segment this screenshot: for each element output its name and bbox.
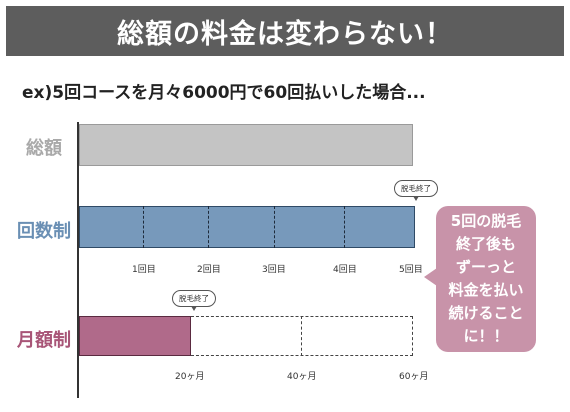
kaisu-divider-1 [143, 206, 144, 248]
getsu-tick-60: 60ヶ月 [399, 372, 429, 382]
kaisu-divider-4 [344, 206, 345, 248]
getsu-remaining-bar [191, 316, 413, 356]
kaisu-bar [79, 206, 415, 248]
callout-line-2: 終了後も [455, 235, 516, 253]
row-label-kaisu: 回数制 [17, 221, 71, 242]
callout-line-1: 5回の脱毛 [450, 212, 522, 230]
kaisu-tick-5: 5回目 [399, 265, 423, 275]
subtitle: ex)5回コースを月々6000円で60回払いした場合... [22, 83, 426, 103]
callout-line-4: 料金を払い [448, 281, 524, 299]
callout-line-3: ずーっと [455, 258, 516, 276]
callout-line-6: に！！ [463, 327, 509, 345]
kaisu-tick-3: 3回目 [262, 265, 286, 275]
kaisu-tick-1: 1回目 [132, 265, 156, 275]
getsu-divider-40 [301, 316, 302, 356]
kaisu-tick-4: 4回目 [333, 265, 357, 275]
getsu-tick-40: 40ヶ月 [287, 372, 317, 382]
getsu-paid-bar [79, 316, 191, 356]
kaisu-finish-bubble: 脱毛終了 [394, 180, 438, 201]
row-label-getsu: 月額制 [17, 330, 71, 351]
getsu-finish-bubble: 脱毛終了 [172, 290, 216, 311]
callout-box: 5回の脱毛 終了後も ずーっと 料金を払い 続けること に！！ [424, 206, 536, 352]
getsu-tick-20: 20ヶ月 [175, 372, 205, 382]
page-title: 総額の料金は変わらない！ [117, 18, 453, 50]
row-label-total: 総額 [26, 138, 62, 159]
vertical-axis [77, 122, 79, 398]
kaisu-divider-3 [274, 206, 275, 248]
title-bar: 総額の料金は変わらない！ [6, 6, 564, 56]
kaisu-divider-2 [208, 206, 209, 248]
total-bar [79, 124, 413, 166]
callout-line-5: 続けること [448, 304, 524, 322]
kaisu-tick-2: 2回目 [197, 265, 221, 275]
